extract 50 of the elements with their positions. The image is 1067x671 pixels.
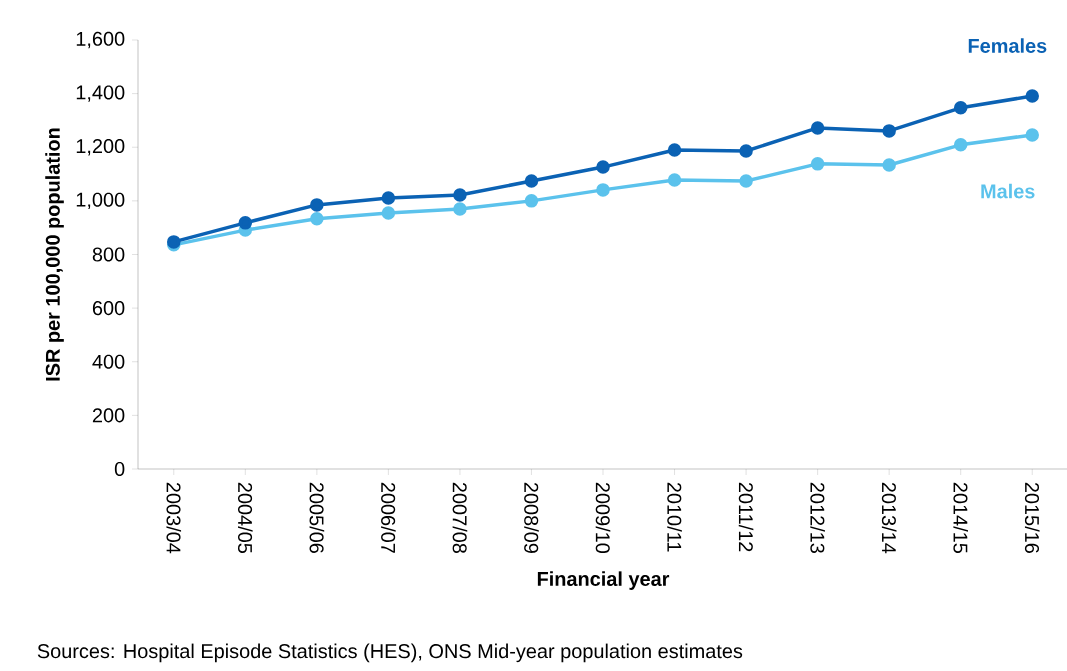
y-tick-label: 0 <box>114 461 125 477</box>
x-tick-label: 2004/05 <box>238 482 253 554</box>
x-tick-label: 2008/09 <box>524 482 539 553</box>
x-tick-label: 2015/16 <box>1024 482 1040 553</box>
y-tick-label: 1,600 <box>76 31 125 49</box>
point <box>667 173 682 187</box>
point <box>882 124 896 138</box>
y-tick-label: 1,000 <box>76 192 125 210</box>
y-tick-label: 400 <box>92 354 125 369</box>
x-tick-label: 2010/11 <box>667 482 682 552</box>
point <box>381 191 396 205</box>
series-label: Males <box>981 183 1035 199</box>
point <box>381 206 396 220</box>
x-axis-title: Financial year <box>537 571 670 590</box>
y-axis-title: ISR per 100,000 population <box>45 128 64 381</box>
point <box>453 188 467 202</box>
point <box>953 138 968 152</box>
y-tick-label: 200 <box>92 408 125 423</box>
point <box>1025 89 1039 103</box>
point <box>310 212 324 226</box>
point <box>882 158 896 172</box>
x-tick-label: 2005/06 <box>309 482 325 553</box>
point <box>1025 128 1039 142</box>
y-tick-label: 600 <box>92 301 125 316</box>
point <box>524 174 539 188</box>
point <box>310 198 324 212</box>
point <box>524 194 539 208</box>
point <box>953 101 968 115</box>
x-tick-label: 2003/04 <box>166 482 182 554</box>
point <box>453 202 467 216</box>
x-tick-label: 2007/08 <box>452 482 468 553</box>
point <box>238 216 253 230</box>
point <box>810 157 825 171</box>
point <box>667 143 682 157</box>
x-tick-label: 2014/15 <box>953 482 969 554</box>
point <box>810 121 825 135</box>
x-tick-label: 2011/12 <box>738 482 754 552</box>
x-tick-label: 2012/13 <box>810 482 825 553</box>
x-tick-label: 2009/10 <box>595 482 611 554</box>
point <box>596 160 610 174</box>
point <box>739 174 753 188</box>
point <box>596 183 610 197</box>
source-note: Sources: Hospital Episode Statistics (HES), ONS Mid-year population estimates <box>37 643 743 663</box>
x-tick-label: 2013/14 <box>881 482 897 554</box>
point <box>739 144 753 158</box>
y-tick-label: 1,200 <box>76 139 125 156</box>
y-tick-label: 1,400 <box>76 85 125 102</box>
y-tick-label: 800 <box>92 247 125 262</box>
x-tick-label: 2006/07 <box>381 482 396 553</box>
text: Females <box>968 38 1047 53</box>
